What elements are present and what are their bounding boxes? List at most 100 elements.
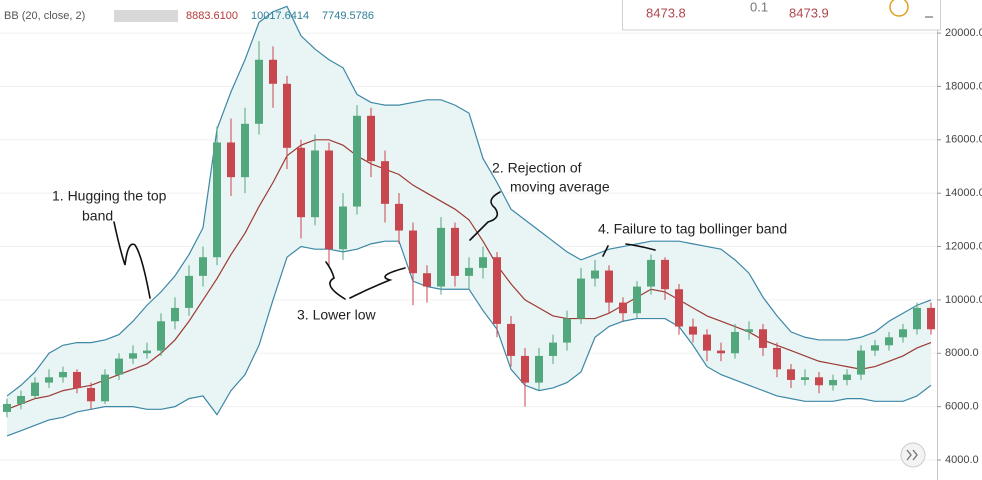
y-tick-label: 20000.0 — [945, 27, 982, 39]
y-tick-label: 12000.0 — [945, 240, 982, 252]
candle-body — [255, 59, 263, 124]
candle-body — [157, 321, 165, 351]
y-tick-label: 8000.0 — [945, 347, 979, 359]
annotation-scribble — [602, 243, 656, 257]
candle-body — [213, 142, 221, 258]
annotation: 1. Hugging the top — [52, 188, 167, 204]
candle-body — [563, 318, 571, 343]
candle-body — [241, 123, 249, 178]
candle-body — [451, 227, 459, 276]
annotation: 4. Failure to tag bollinger band — [598, 221, 787, 237]
candle-body — [325, 150, 333, 250]
candle-body — [619, 302, 627, 314]
candle-body — [605, 270, 613, 303]
band-upper-line — [6, 5, 932, 397]
indicator-lower: 7749.5786 — [322, 10, 374, 22]
candle-body — [549, 342, 557, 356]
quote-box — [622, 0, 941, 31]
candle-body — [479, 257, 487, 268]
candle-body — [17, 395, 25, 404]
candle-body — [353, 115, 361, 207]
candle-body — [633, 286, 641, 314]
candle-body — [689, 326, 697, 335]
candle-body — [591, 270, 599, 279]
annotation: band — [82, 208, 113, 224]
candle-body — [437, 227, 445, 287]
bid-price: 8473.8 — [646, 5, 686, 20]
candle-body — [381, 161, 389, 204]
y-tick-label: 6000.0 — [945, 401, 979, 413]
candle-body — [87, 387, 95, 402]
spread: 0.1 — [750, 0, 768, 14]
candle-body — [773, 347, 781, 370]
candle-body — [297, 147, 305, 218]
candle-body — [843, 374, 851, 380]
scroll-button[interactable] — [900, 442, 926, 468]
candle-body — [703, 334, 711, 351]
candle-body — [311, 150, 319, 218]
annotation-scribble — [113, 221, 151, 299]
candle-body — [899, 329, 907, 338]
indicator-basis: 8883.6100 — [186, 10, 238, 22]
y-tick-label: 4000.0 — [945, 454, 979, 466]
candle-body — [185, 275, 193, 308]
annotation: moving average — [510, 179, 610, 195]
candle-body — [465, 267, 473, 276]
candle-body — [787, 369, 795, 380]
scroll-icon — [906, 449, 918, 461]
candle-body — [423, 273, 431, 287]
y-tick-label: 14000.0 — [945, 187, 982, 199]
candle-body — [577, 278, 585, 319]
candle-body — [759, 329, 767, 348]
ask-price: 8473.9 — [789, 5, 829, 20]
candle-body — [59, 371, 67, 378]
candle-body — [31, 382, 39, 396]
candle-body — [367, 115, 375, 162]
indicator-label: BB (20, close, 2) — [4, 10, 85, 22]
indicator-buttons[interactable] — [114, 10, 178, 22]
candle-body — [745, 329, 753, 332]
candle-body — [493, 257, 501, 324]
candle-body — [717, 350, 725, 354]
annotation-scribble — [325, 261, 406, 300]
candle-body — [3, 403, 11, 412]
candle-body — [199, 257, 207, 276]
candle-body — [227, 142, 235, 178]
candle-body — [143, 350, 151, 354]
candle-body — [269, 59, 277, 84]
plot-area — [0, 5, 937, 461]
annotation: 3. Lower low — [297, 307, 376, 323]
price-axis: 4000.0 6000.0 8000.0 10000.0 12000.0 14000.0 1… — [937, 27, 982, 466]
candle-body — [885, 337, 893, 346]
candle-body — [913, 307, 921, 330]
candle-body — [395, 203, 403, 231]
info-icon[interactable] — [889, 0, 909, 17]
candle-body — [801, 377, 809, 380]
annotation-scribble — [469, 191, 501, 241]
candle-body — [829, 379, 837, 386]
candle-body — [507, 323, 515, 356]
candle-body — [731, 331, 739, 354]
candle-body — [339, 206, 347, 250]
indicator-upper: 10017.6414 — [251, 10, 309, 22]
candle-body — [815, 377, 823, 386]
candle-body — [45, 377, 53, 383]
candle-body — [101, 374, 109, 402]
band-fill — [7, 6, 931, 436]
candle-body — [871, 345, 879, 351]
candle-body — [661, 259, 669, 290]
candle-body — [535, 355, 543, 383]
y-tick-label: 16000.0 — [945, 134, 982, 146]
candle-body — [521, 355, 529, 383]
candle-body — [283, 83, 291, 148]
candle-body — [647, 259, 655, 287]
candle-body — [129, 353, 137, 359]
y-tick-label: 10000.0 — [945, 294, 982, 306]
candle-body — [115, 358, 123, 375]
candle-body — [675, 289, 683, 327]
candle-body — [73, 371, 81, 388]
annotation: 2. Rejection of — [492, 160, 582, 176]
candle-body — [171, 307, 179, 322]
candle-body — [409, 230, 417, 274]
y-tick-label: 18000.0 — [945, 80, 982, 92]
